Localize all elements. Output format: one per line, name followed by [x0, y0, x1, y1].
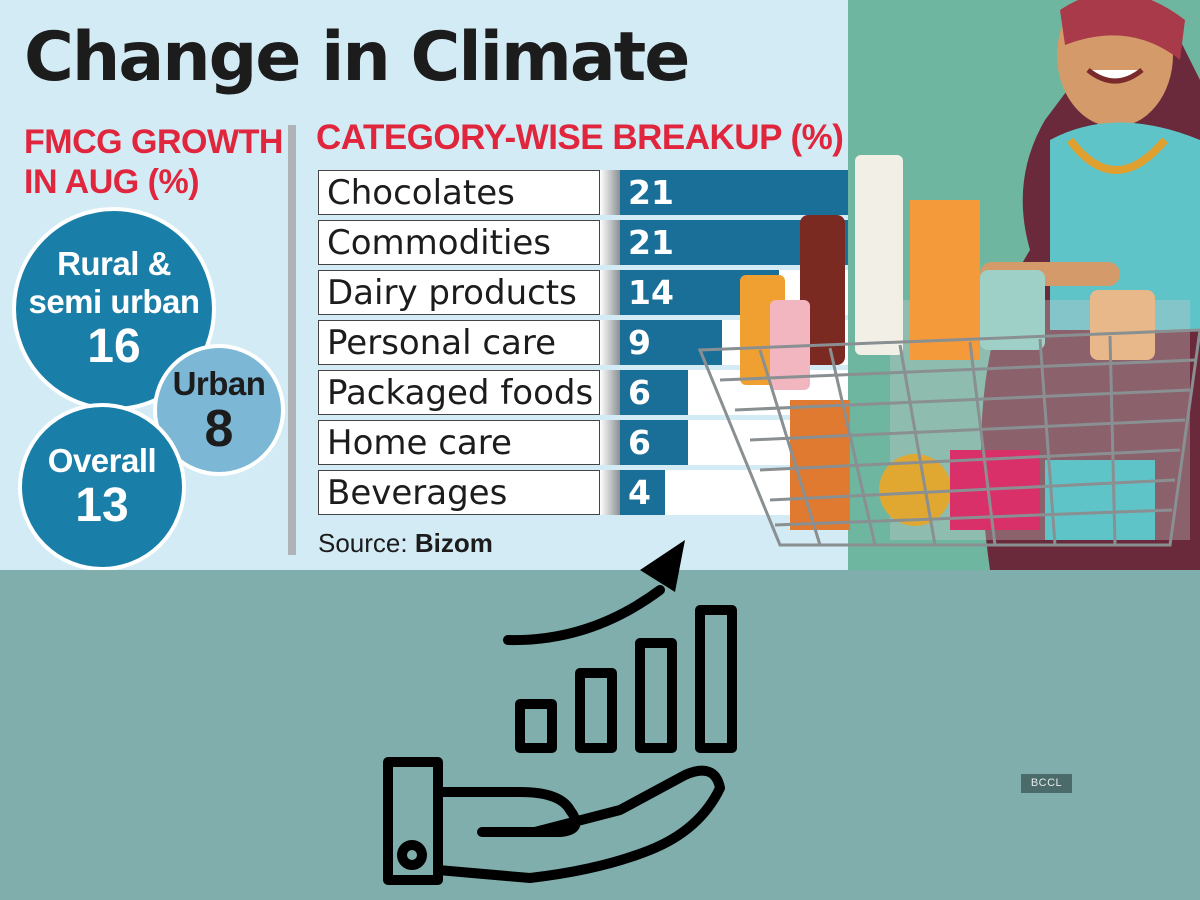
bar-value-label: 4 — [628, 473, 651, 512]
category-label: Dairy products — [318, 270, 600, 315]
urban-bubble-label: Urban — [172, 365, 266, 402]
urban-bubble-value: 8 — [204, 400, 234, 458]
source-note: Source: Bizom — [318, 528, 493, 559]
bar — [620, 320, 722, 365]
source-name: Bizom — [414, 528, 493, 558]
rural-bubble-label-line1: Rural & — [57, 245, 171, 282]
category-label: Home care — [318, 420, 600, 465]
bar-row: Chocolates 21 — [318, 170, 858, 217]
row-shadow — [600, 420, 620, 465]
panel-divider — [288, 125, 296, 555]
rural-bubble-label-line2: semi urban — [28, 283, 200, 320]
bar-value-label: 14 — [628, 273, 674, 312]
category-label: Beverages — [318, 470, 600, 515]
category-label: Personal care — [318, 320, 600, 365]
hand-holding-growth-chart-icon — [383, 540, 737, 885]
bar-value-label: 6 — [628, 423, 651, 462]
urban-growth-bubble: Urban 8 — [153, 344, 285, 476]
overall-bubble-label: Overall — [47, 442, 157, 479]
row-shadow — [600, 170, 620, 215]
row-shadow — [600, 320, 620, 365]
bar — [620, 420, 688, 465]
rural-bubble-value: 16 — [87, 320, 141, 373]
bar-row: Packaged foods 6 — [318, 370, 858, 417]
woman-with-shopping-cart-illustration — [697, 0, 1200, 570]
category-label: Chocolates — [318, 170, 600, 215]
infographic-title: Change in Climate — [24, 18, 690, 97]
bar — [620, 370, 688, 415]
row-shadow — [600, 220, 620, 265]
category-label: Commodities — [318, 220, 600, 265]
bar — [620, 170, 858, 215]
bar-value-label: 21 — [628, 173, 674, 212]
overall-growth-bubble: Overall 13 — [18, 403, 186, 570]
source-label: Source: — [318, 528, 408, 558]
bar — [620, 470, 665, 515]
bar-value-label: 21 — [628, 223, 674, 262]
infographic-panel: Change in Climate FMCG GROWTH IN AUG (%)… — [0, 0, 1200, 570]
fmcg-heading-line1: FMCG GROWTH — [24, 123, 283, 161]
category-breakup-heading: CATEGORY-WISE BREAKUP (%) — [316, 118, 844, 157]
bccl-watermark: BCCL — [1021, 774, 1072, 793]
bar-value-label: 6 — [628, 373, 651, 412]
row-shadow — [600, 270, 620, 315]
row-shadow — [600, 370, 620, 415]
category-label: Packaged foods — [318, 370, 600, 415]
fmcg-heading-line2: IN AUG (%) — [24, 163, 200, 201]
rural-growth-bubble: Rural & semi urban 16 — [12, 207, 216, 411]
fmcg-growth-heading: FMCG GROWTH IN AUG (%) — [24, 122, 294, 202]
overall-bubble-value: 13 — [75, 479, 129, 532]
bar-value-label: 9 — [628, 323, 651, 362]
row-shadow — [600, 470, 620, 515]
